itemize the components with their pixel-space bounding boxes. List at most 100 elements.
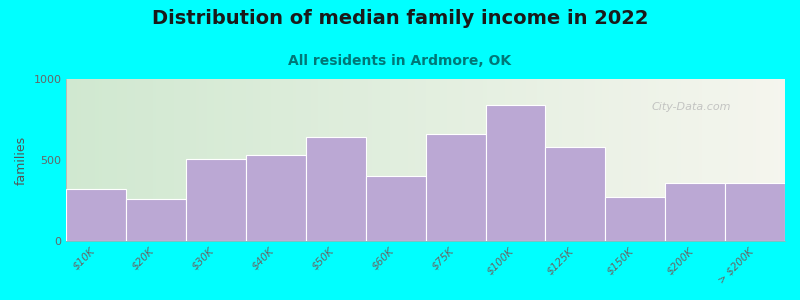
Bar bbox=[66, 189, 126, 241]
Bar bbox=[663, 79, 666, 241]
Bar bbox=[674, 79, 678, 241]
Bar bbox=[343, 79, 346, 241]
Bar bbox=[411, 79, 415, 241]
Text: City-Data.com: City-Data.com bbox=[652, 102, 731, 112]
Bar bbox=[587, 79, 591, 241]
Bar bbox=[555, 79, 558, 241]
Bar bbox=[591, 79, 594, 241]
Bar bbox=[756, 79, 760, 241]
Bar bbox=[731, 79, 734, 241]
Bar bbox=[444, 79, 447, 241]
Bar bbox=[394, 79, 397, 241]
Bar bbox=[656, 79, 659, 241]
Bar bbox=[522, 79, 526, 241]
Bar bbox=[278, 79, 282, 241]
Bar bbox=[300, 79, 303, 241]
Bar bbox=[372, 79, 375, 241]
Bar bbox=[306, 137, 366, 241]
Bar bbox=[627, 79, 630, 241]
Bar bbox=[681, 79, 684, 241]
Bar bbox=[649, 79, 652, 241]
Bar bbox=[451, 79, 454, 241]
Bar bbox=[606, 79, 609, 241]
Bar bbox=[332, 79, 336, 241]
Bar bbox=[537, 79, 541, 241]
Bar bbox=[659, 79, 663, 241]
Bar bbox=[630, 79, 634, 241]
Bar bbox=[418, 79, 422, 241]
Bar bbox=[379, 79, 382, 241]
Bar bbox=[81, 79, 84, 241]
Bar bbox=[498, 79, 501, 241]
Bar bbox=[724, 79, 727, 241]
Bar bbox=[134, 79, 138, 241]
Bar bbox=[196, 79, 199, 241]
Bar bbox=[239, 79, 242, 241]
Bar bbox=[623, 79, 627, 241]
Bar bbox=[616, 79, 620, 241]
Bar bbox=[232, 79, 235, 241]
Bar bbox=[286, 79, 289, 241]
Bar bbox=[584, 79, 587, 241]
Bar bbox=[494, 79, 498, 241]
Bar bbox=[717, 79, 720, 241]
Bar bbox=[544, 79, 548, 241]
Bar bbox=[426, 134, 486, 241]
Bar bbox=[486, 105, 546, 241]
Bar bbox=[221, 79, 225, 241]
Bar bbox=[725, 183, 785, 241]
Bar bbox=[742, 79, 746, 241]
Bar bbox=[684, 79, 688, 241]
Bar bbox=[117, 79, 120, 241]
Bar bbox=[512, 79, 515, 241]
Bar bbox=[203, 79, 206, 241]
Bar bbox=[131, 79, 134, 241]
Bar bbox=[422, 79, 426, 241]
Bar bbox=[88, 79, 91, 241]
Bar bbox=[698, 79, 702, 241]
Bar bbox=[541, 79, 544, 241]
Bar bbox=[433, 79, 437, 241]
Bar bbox=[426, 79, 430, 241]
Bar bbox=[401, 79, 404, 241]
Bar bbox=[466, 79, 469, 241]
Bar bbox=[242, 79, 246, 241]
Bar bbox=[138, 79, 142, 241]
Bar bbox=[642, 79, 645, 241]
Bar bbox=[192, 79, 196, 241]
Bar bbox=[127, 79, 131, 241]
Bar bbox=[271, 79, 275, 241]
Bar bbox=[225, 79, 228, 241]
Bar bbox=[713, 79, 717, 241]
Bar bbox=[289, 79, 293, 241]
Bar bbox=[77, 79, 81, 241]
Bar bbox=[710, 79, 713, 241]
Bar bbox=[670, 79, 674, 241]
Bar bbox=[738, 79, 742, 241]
Bar bbox=[695, 79, 698, 241]
Bar bbox=[480, 79, 483, 241]
Bar bbox=[375, 79, 379, 241]
Bar bbox=[404, 79, 408, 241]
Bar bbox=[106, 79, 110, 241]
Bar bbox=[339, 79, 343, 241]
Bar bbox=[142, 79, 146, 241]
Bar bbox=[318, 79, 322, 241]
Bar bbox=[473, 79, 476, 241]
Bar bbox=[126, 199, 186, 241]
Bar bbox=[397, 79, 401, 241]
Bar bbox=[156, 79, 160, 241]
Bar bbox=[113, 79, 117, 241]
Bar bbox=[163, 79, 167, 241]
Bar bbox=[170, 79, 174, 241]
Bar bbox=[580, 79, 584, 241]
Bar bbox=[358, 79, 361, 241]
Bar bbox=[515, 79, 519, 241]
Bar bbox=[602, 79, 606, 241]
Bar bbox=[124, 79, 127, 241]
Bar bbox=[178, 79, 182, 241]
Bar bbox=[638, 79, 642, 241]
Bar bbox=[275, 79, 278, 241]
Bar bbox=[84, 79, 88, 241]
Bar bbox=[146, 79, 149, 241]
